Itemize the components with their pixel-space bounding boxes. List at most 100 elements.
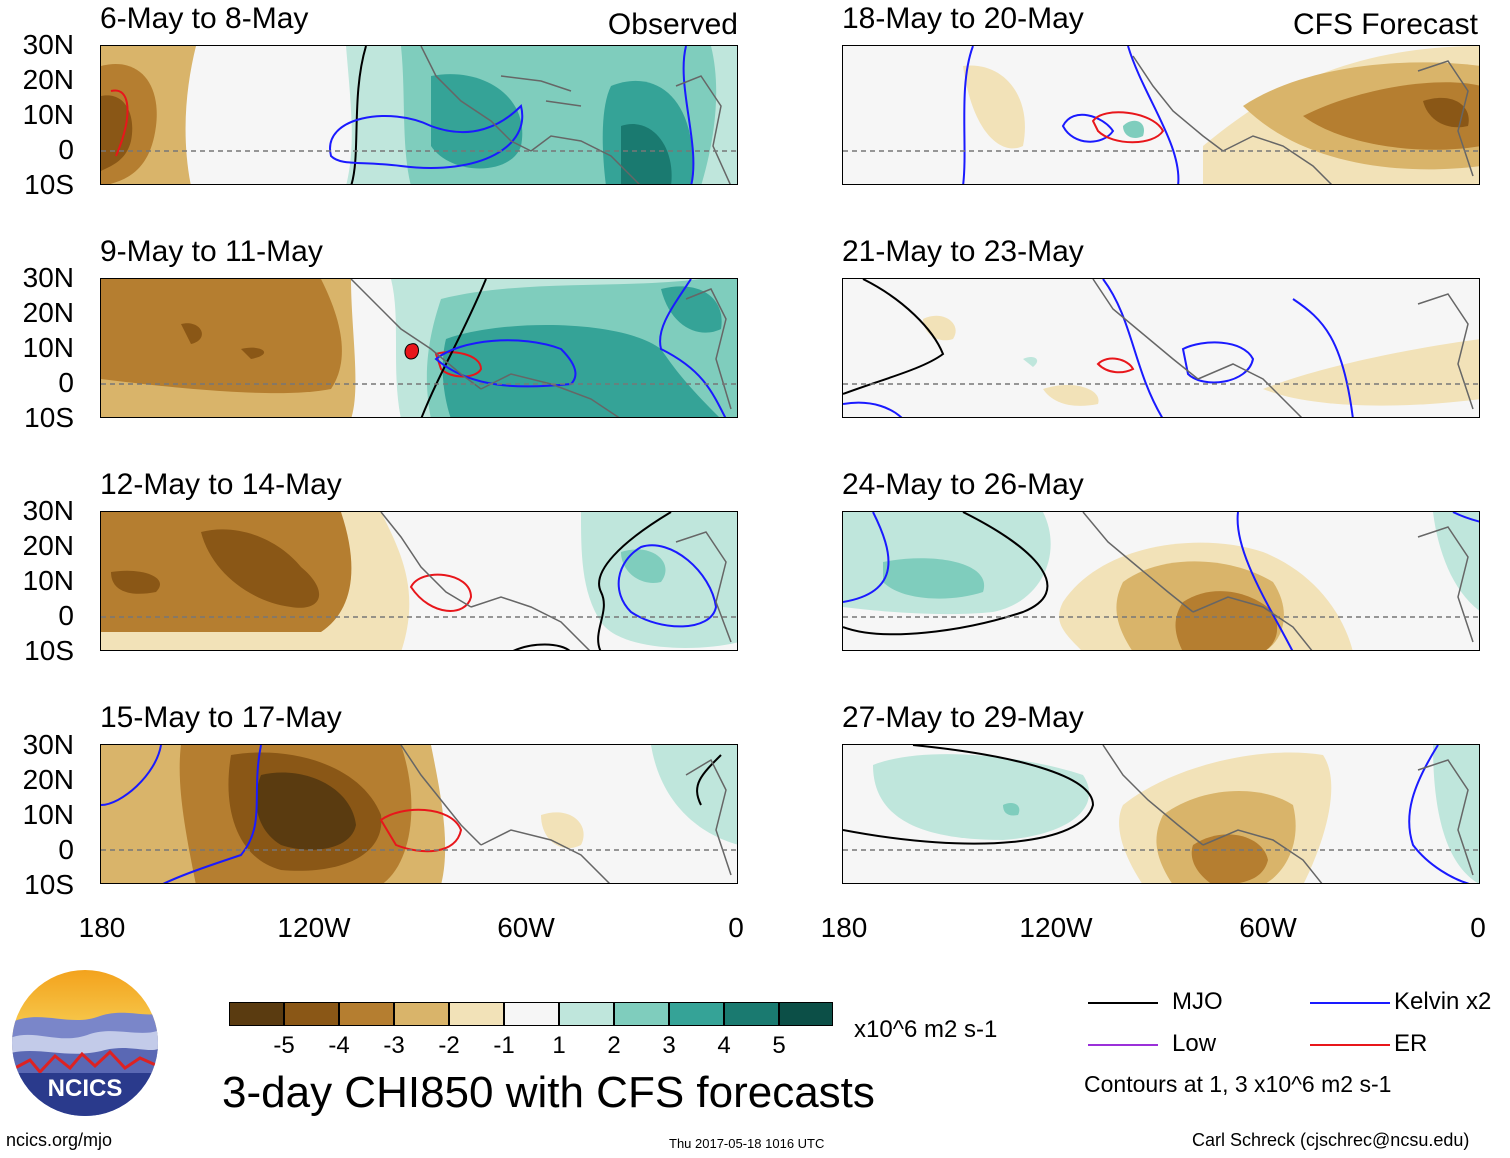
coastline	[1417, 526, 1474, 643]
lat-tick-label: 10N	[22, 565, 74, 596]
legend-swatch-low	[1088, 1044, 1158, 1046]
kelvin-contour	[1292, 298, 1354, 417]
colorbar-tick: -2	[438, 1032, 460, 1059]
ncics-logo: NCICS	[10, 968, 160, 1118]
lon-tick-label: 60W	[497, 912, 555, 943]
colorbar-swatch	[449, 1002, 504, 1026]
er-contour	[1096, 357, 1135, 374]
coastline	[1102, 745, 1204, 846]
colorbar-swatch	[504, 1002, 559, 1026]
legend-label-kelvin: Kelvin x2	[1394, 988, 1492, 1015]
lat-tick-label: 30N	[22, 495, 74, 526]
lat-tick-label: 0	[58, 834, 74, 865]
lat-tick-label: 30N	[22, 729, 74, 760]
coastline	[1222, 135, 1333, 184]
anomaly-negative-region	[1263, 339, 1479, 406]
anomaly-negative-region	[111, 570, 160, 594]
kelvin-contour	[434, 339, 577, 388]
legend-swatch-kelvin	[1310, 1002, 1390, 1004]
column-label-observed: Observed	[607, 8, 738, 41]
colorbar-swatch	[394, 1002, 449, 1026]
lat-tick-label: 10S	[24, 402, 74, 433]
kelvin-contour	[682, 46, 695, 184]
coastline	[470, 596, 591, 650]
coastline	[350, 279, 482, 390]
panel-title-p8: 27-May to 29-May	[842, 701, 1084, 734]
contour-note: Contours at 1, 3 x10^6 m2 s-1	[1084, 1071, 1392, 1097]
map-panel-p7	[842, 511, 1480, 651]
kelvin-contour	[1061, 113, 1115, 143]
panel-title-p3: 12-May to 14-May	[100, 468, 342, 501]
colorbar-swatch	[284, 1002, 339, 1026]
lat-tick-label: 10N	[22, 99, 74, 130]
kelvin-contour	[1181, 341, 1255, 384]
legend-label-mjo: MJO	[1172, 988, 1223, 1015]
coastline	[1202, 829, 1323, 883]
er-contour	[379, 808, 463, 853]
coastline	[380, 512, 472, 608]
lat-tick-label: 10S	[24, 635, 74, 666]
coastline	[1197, 363, 1303, 417]
lon-tick-label: 0	[728, 912, 744, 943]
anomaly-positive-region	[431, 74, 523, 169]
er-contour	[434, 351, 483, 378]
coastline	[1417, 60, 1474, 177]
anomaly-positive-region	[1433, 745, 1479, 883]
coastline	[1092, 279, 1199, 380]
kelvin-contour	[1408, 745, 1470, 883]
kelvin-contour	[659, 279, 727, 417]
coastline	[685, 758, 732, 876]
lon-tick-label: 120W	[277, 912, 351, 943]
colorbar-tick: 2	[607, 1032, 621, 1059]
map-panel-p2	[100, 278, 738, 418]
coastline	[1417, 293, 1474, 410]
column-label-forecast: CFS Forecast	[1292, 8, 1478, 41]
mjo-contour	[597, 512, 672, 650]
er-contour	[1091, 111, 1165, 144]
site-url: ncics.org/mjo	[6, 1130, 113, 1150]
lat-tick-label: 10S	[24, 869, 74, 900]
kelvin-contour	[101, 745, 162, 806]
map-panel-p5	[842, 45, 1480, 185]
panel-title-p2: 9-May to 11-May	[100, 235, 323, 268]
legend-label-low: Low	[1172, 1030, 1217, 1057]
lat-tick-label: 30N	[22, 262, 74, 293]
coastline	[500, 75, 582, 107]
anomaly-negative-region	[1175, 591, 1278, 650]
lat-tick-label: 10S	[24, 169, 74, 200]
coastline	[1132, 55, 1224, 152]
coastline	[480, 829, 611, 883]
er-contour	[404, 343, 419, 360]
legend-swatch-er	[1310, 1044, 1390, 1046]
coastline	[675, 75, 731, 184]
anomaly-negative-region	[1043, 384, 1099, 406]
colorbar-tick: 5	[772, 1032, 786, 1059]
colorbar-tick: -1	[493, 1032, 515, 1059]
mjo-contour	[420, 279, 487, 417]
kelvin-contour	[962, 46, 974, 184]
panel-title-p6: 21-May to 23-May	[842, 235, 1084, 268]
anomaly-negative-region	[241, 347, 265, 359]
lat-tick-label: 20N	[22, 64, 74, 95]
mjo-contour	[696, 754, 722, 806]
anomaly-negative-region	[963, 65, 1025, 149]
colorbar-swatch	[779, 1002, 833, 1026]
colorbar-swatch	[559, 1002, 614, 1026]
lat-tick-label: 20N	[22, 764, 74, 795]
author-credit: Carl Schreck (cjschrec@ncsu.edu)	[1192, 1130, 1470, 1150]
colorbar-swatch	[614, 1002, 669, 1026]
anomaly-negative-region	[101, 279, 342, 394]
map-panel-p1	[100, 45, 738, 185]
lon-tick-label: 120W	[1019, 912, 1093, 943]
er-contour	[110, 89, 129, 157]
er-contour	[409, 573, 473, 612]
line-legend: MJO Kelvin x2 Low ER Contours at 1, 3 x1…	[1084, 988, 1508, 1098]
colorbar	[229, 1002, 833, 1026]
anomaly-negative-region	[1423, 97, 1469, 128]
colorbar-tick: 3	[662, 1032, 676, 1059]
anomaly-negative-region	[181, 323, 202, 344]
kelvin-contour	[1127, 46, 1180, 184]
colorbar-tick: 1	[552, 1032, 566, 1059]
lat-tick-label: 20N	[22, 297, 74, 328]
colorbar-swatch	[339, 1002, 394, 1026]
